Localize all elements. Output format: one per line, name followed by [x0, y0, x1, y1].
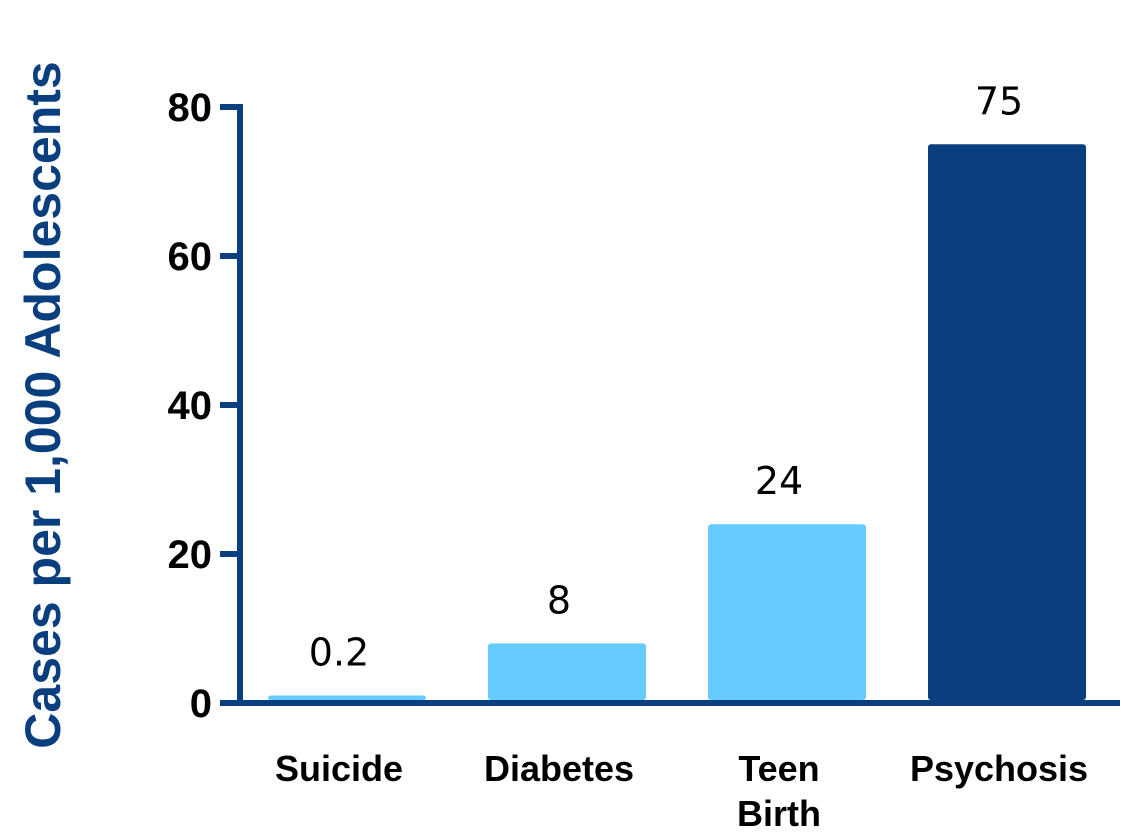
x-category-label: Suicide	[275, 748, 403, 789]
x-category-label: Teen	[738, 748, 819, 789]
bar	[708, 524, 866, 700]
y-tick-label: 0	[190, 682, 212, 726]
y-tick-label: 60	[168, 235, 213, 279]
x-category-label: Diabetes	[484, 748, 634, 789]
x-category-label: Psychosis	[910, 748, 1088, 789]
bar	[928, 144, 1086, 700]
bar-value-label: 24	[755, 459, 803, 503]
bar	[268, 695, 426, 700]
labels-group: 0 20 40 60 80 0.2 Suicide 8 Diabetes 24 Teen Birth 7…	[168, 79, 1089, 832]
axes	[220, 104, 1120, 706]
y-tick-label: 40	[168, 384, 213, 428]
bar-value-label: 75	[975, 79, 1023, 123]
bars-group	[268, 144, 1086, 700]
y-axis-title: Cases per 1,000 Adolescents	[15, 61, 71, 748]
bar-value-label: 8	[547, 578, 571, 622]
y-tick-label: 20	[168, 533, 213, 577]
bar-value-label: 0.2	[309, 631, 369, 675]
bar	[488, 643, 646, 700]
x-category-label: Birth	[737, 793, 821, 832]
y-tick-label: 80	[168, 86, 213, 130]
